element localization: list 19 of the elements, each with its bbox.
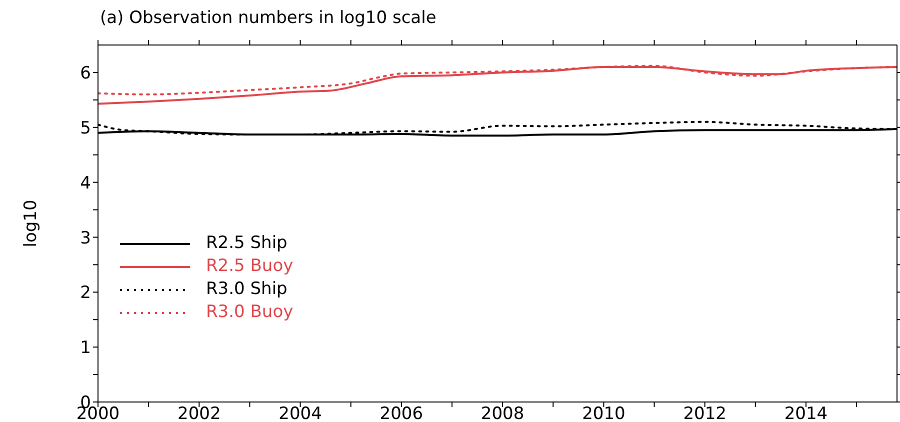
chart-title: (a) Observation numbers in log10 scale (100, 8, 436, 28)
y-tick-label: 6 (80, 63, 91, 84)
y-tick-label: 4 (80, 173, 91, 194)
x-tick-label: 2012 (683, 404, 726, 422)
y-tick-label: 3 (80, 228, 91, 248)
legend-label: R3.0 Buoy (206, 301, 294, 324)
y-tick-label: 5 (80, 118, 91, 138)
y-tick-label: 2 (80, 283, 91, 304)
legend-label: R3.0 Ship (206, 278, 288, 301)
legend-label: R2.5 Buoy (206, 255, 294, 278)
x-tick-label: 2010 (582, 404, 626, 422)
x-tick-label: 2004 (278, 404, 322, 422)
y-tick-label: 1 (80, 338, 91, 358)
x-tick-label: 2014 (784, 404, 828, 422)
x-tick-label: 2006 (380, 404, 424, 422)
legend-label: R2.5 Ship (206, 232, 288, 255)
x-tick-label: 2002 (178, 404, 221, 422)
x-tick-label: 2008 (480, 404, 524, 422)
y-axis-title: log10 (21, 200, 42, 248)
